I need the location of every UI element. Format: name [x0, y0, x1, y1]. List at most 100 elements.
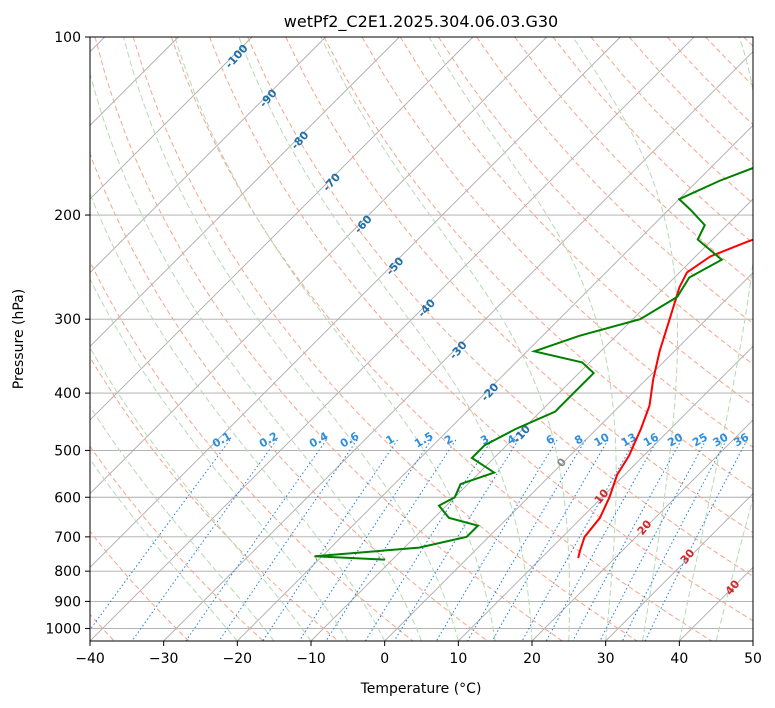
y-tick-label: 100 [54, 30, 81, 46]
mixing-ratio-label: 0.1 [210, 429, 233, 450]
isotherm-line [90, 37, 326, 274]
moist-adiabat-line [90, 346, 312, 641]
x-tick-label: 50 [744, 651, 762, 667]
moist-adiabat-line [572, 37, 679, 641]
mixing-ratio-line [467, 439, 586, 641]
temperature-profile-line [577, 238, 753, 559]
dry-adiabat-label: -90 [257, 86, 280, 110]
x-tick-label: −20 [223, 651, 253, 667]
dry-adiabat-line [590, 37, 753, 205]
mixing-ratio-line [545, 439, 658, 641]
moist-adiabat-line [320, 37, 571, 641]
mixing-ratio-label: 30 [711, 430, 731, 449]
mixing-ratio-label: 2 [442, 432, 455, 447]
dry-adiabat-line [90, 260, 414, 641]
mixing-ratio-line [185, 439, 327, 641]
dry-adiabat-line [514, 37, 753, 284]
dry-adiabat-line [743, 37, 753, 47]
mixing-ratio-line [131, 439, 278, 641]
dry-adiabat-label: -30 [447, 338, 470, 362]
x-tick-label: 20 [523, 651, 541, 667]
y-tick-label: 600 [54, 490, 81, 506]
x-axis-label: Temperature (°C) [360, 681, 482, 697]
dry-adiabat-label: -60 [352, 212, 375, 236]
mixing-ratio-label: 36 [731, 430, 751, 449]
mixing-ratio-label: 8 [572, 432, 585, 447]
moist-adiabat-line [428, 37, 617, 641]
isotherm-line [531, 419, 753, 641]
dry-adiabat-line [170, 37, 712, 641]
isotherm-lines [90, 37, 753, 641]
mixing-ratio-line [521, 439, 636, 641]
mixing-ratio-label: 1 [384, 432, 397, 447]
dry-adiabat-line [94, 37, 563, 641]
dry-adiabat-lines [90, 37, 753, 641]
dry-adiabat-line [247, 37, 753, 577]
mixing-ratio-label: 25 [690, 431, 710, 450]
mixing-ratio-label: 16 [641, 430, 661, 449]
dry-adiabat-line [90, 152, 488, 641]
y-tick-label: 400 [54, 386, 81, 402]
mixing-ratio-line [435, 439, 558, 641]
moist-adiabat-line [123, 37, 459, 641]
isobar-gridlines [90, 37, 753, 629]
mixing-ratio-line [393, 439, 519, 641]
moist-adiabat-line [90, 71, 422, 641]
dry-adiabat-label: -70 [320, 170, 343, 194]
mixing-ratio-line [262, 439, 398, 641]
y-tick-label: 700 [54, 530, 81, 546]
y-axis-ticks: 100 200 300 400 500 600 700 800 900 1000 [45, 30, 90, 637]
isotherm-line [458, 345, 753, 641]
isotherm-line [679, 566, 753, 641]
y-axis-label: Pressure (hPa) [11, 289, 27, 389]
mixing-ratio-label: 0.4 [307, 429, 331, 450]
mixing-ratio-line [364, 439, 493, 641]
dry-adiabat-label: -40 [415, 296, 438, 320]
mixing-ratio-line [218, 439, 358, 641]
profile-series [314, 166, 753, 561]
x-tick-label: 40 [670, 651, 688, 667]
y-tick-label: 200 [54, 208, 81, 224]
moist-adiabat-label: 0 [554, 455, 569, 469]
y-tick-label: 300 [54, 312, 81, 328]
moist-adiabat-line [678, 37, 753, 641]
x-axis-ticks: −40 −30 −20 −10 0 10 20 30 40 50 [75, 641, 762, 667]
dry-adiabat-line [361, 37, 753, 448]
mixing-ratio-line [90, 439, 231, 631]
dry-adiabat-line [132, 37, 638, 641]
dewpoint-profile-line [314, 166, 753, 561]
moist-adiabat-line [238, 37, 533, 641]
moist-adiabat-label: 30 [678, 546, 698, 566]
dry-adiabat-line [90, 356, 339, 641]
moist-adiabat-line [90, 192, 386, 641]
mixing-ratio-label: 10 [592, 430, 612, 449]
x-tick-label: −30 [149, 651, 179, 667]
dry-adiabat-label: -20 [478, 380, 501, 404]
dry-adiabat-line [209, 37, 753, 622]
x-tick-label: 30 [597, 651, 615, 667]
y-tick-label: 800 [54, 564, 81, 580]
moist-adiabat-line [90, 277, 349, 641]
dry-adiabat-line [399, 37, 753, 407]
isotherm-line [163, 51, 753, 641]
dry-adiabat-line [90, 445, 264, 641]
moist-adiabat-line [90, 458, 238, 641]
dry-adiabat-line [476, 37, 753, 325]
dry-adiabat-label: -80 [288, 128, 311, 152]
moist-adiabat-line [715, 496, 753, 641]
dry-adiabat-line [285, 37, 753, 534]
dry-adiabat-line [705, 37, 753, 87]
x-tick-label: −10 [296, 651, 326, 667]
mixing-ratio-label: 6 [544, 432, 557, 447]
dry-adiabat-line [323, 37, 753, 491]
dry-adiabat-line [90, 530, 190, 641]
mixing-ratio-line [572, 439, 682, 641]
x-tick-label: 10 [449, 651, 467, 667]
dry-adiabat-label: -50 [383, 254, 406, 278]
plot-frame [89, 36, 754, 642]
isotherm-line [90, 37, 547, 495]
isotherm-line [90, 37, 400, 347]
y-tick-label: 500 [54, 443, 81, 459]
mixing-ratio-line [491, 439, 609, 641]
